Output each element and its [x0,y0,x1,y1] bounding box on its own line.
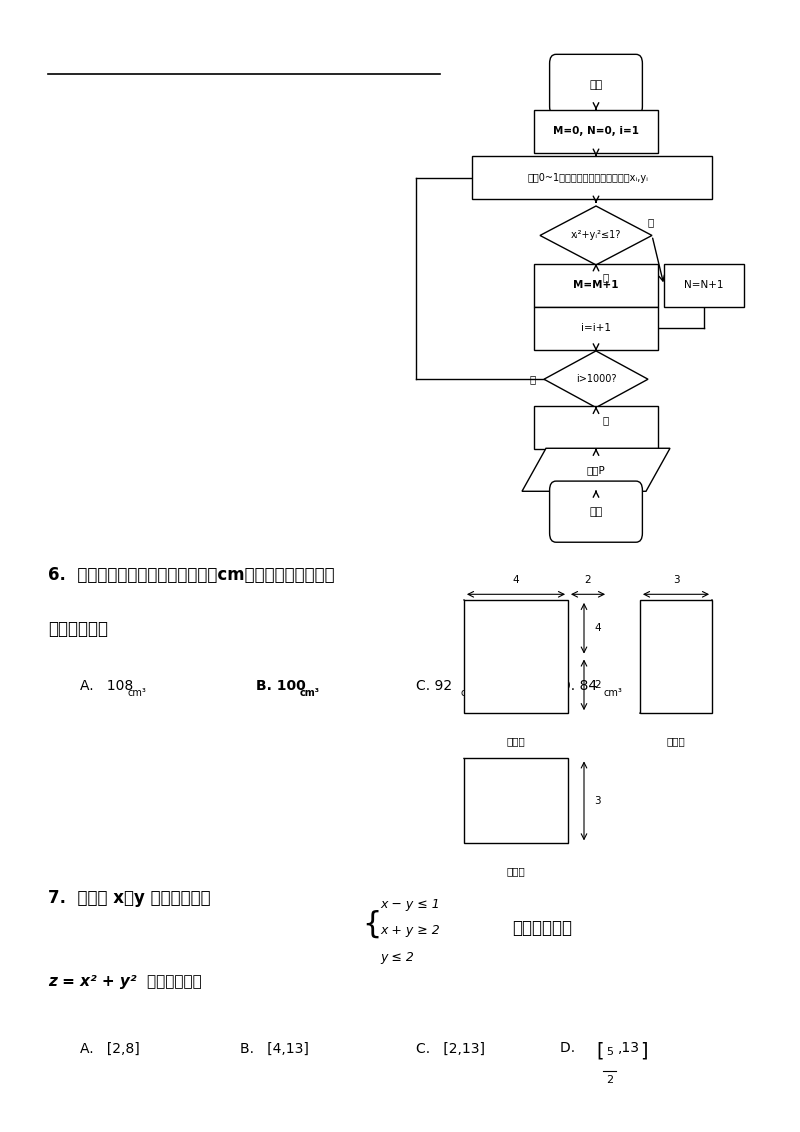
Text: C.   [2,13]: C. [2,13] [416,1041,485,1055]
Text: ,13: ,13 [618,1041,640,1055]
Text: 2: 2 [606,1075,613,1086]
Text: 2: 2 [585,575,591,585]
Text: 何体的体积是: 何体的体积是 [48,620,108,638]
Text: M=M+1: M=M+1 [574,281,618,290]
Text: i>1000?: i>1000? [576,375,616,384]
Text: M=0, N=0, i=1: M=0, N=0, i=1 [553,127,639,136]
Text: 是: 是 [602,272,609,282]
Text: 否: 否 [648,217,654,226]
Text: x + y ≥ 2: x + y ≥ 2 [380,924,440,936]
Bar [464,600,568,713]
Text: cm³: cm³ [460,688,479,698]
Text: B.   [4,13]: B. [4,13] [240,1041,309,1055]
Text: cm³: cm³ [300,688,320,698]
Text: 正视图: 正视图 [506,736,526,746]
Text: cm³: cm³ [604,688,623,698]
Text: cm³: cm³ [128,688,147,698]
Text: 7.  设变量 x、y 满足约束条件: 7. 设变量 x、y 满足约束条件 [48,889,210,907]
Text: 输出P: 输出P [586,465,606,474]
Text: {: { [362,909,382,938]
Bar [464,758,568,843]
Text: i=i+1: i=i+1 [581,324,611,333]
Text: 2: 2 [594,680,601,689]
Text: [: [ [596,1041,603,1061]
Text: 结束: 结束 [590,507,602,516]
Text: A.   [2,8]: A. [2,8] [80,1041,140,1055]
Text: 开始: 开始 [590,80,602,89]
Text: D. 84: D. 84 [560,679,597,693]
Text: 6.  已知某几何体的三视图（单位：cm）如图所示，则该几: 6. 已知某几何体的三视图（单位：cm）如图所示，则该几 [48,566,334,584]
Bar [472,156,712,199]
Bar [534,406,658,449]
Bar [534,264,658,307]
Text: N=N+1: N=N+1 [684,281,724,290]
Polygon shape [544,351,648,408]
Text: 否: 否 [530,375,536,384]
Polygon shape [540,206,652,265]
FancyBboxPatch shape [550,54,642,115]
Text: 3: 3 [594,796,601,806]
Text: 是: 是 [602,415,609,426]
FancyBboxPatch shape [550,481,642,542]
Text: 产生0~1之间的两个随机数分别赋给xᵢ,yᵢ: 产生0~1之间的两个随机数分别赋给xᵢ,yᵢ [527,173,649,182]
Text: A.   108: A. 108 [80,679,134,693]
Text: D.: D. [560,1041,588,1055]
Text: xᵢ²+yᵢ²≤1?: xᵢ²+yᵢ²≤1? [571,231,621,240]
Text: 侧视图: 侧视图 [666,736,686,746]
Bar [534,110,658,153]
Text: C. 92: C. 92 [416,679,452,693]
Text: z = x² + y²  的取值范围为: z = x² + y² 的取值范围为 [48,974,202,988]
Text: B. 100: B. 100 [256,679,306,693]
Text: y ≤ 2: y ≤ 2 [380,951,414,963]
Text: 俯视图: 俯视图 [506,866,526,876]
Bar [534,307,658,350]
Text: 5: 5 [606,1047,613,1057]
Bar [664,264,744,307]
Text: x − y ≤ 1: x − y ≤ 1 [380,898,440,910]
Text: ，则目标函数: ，则目标函数 [512,919,572,937]
Text: ]: ] [640,1041,647,1061]
Text: 4: 4 [594,624,601,633]
Polygon shape [522,448,670,491]
Text: 3: 3 [673,575,679,585]
Text: 4: 4 [513,575,519,585]
Bar [640,600,712,713]
